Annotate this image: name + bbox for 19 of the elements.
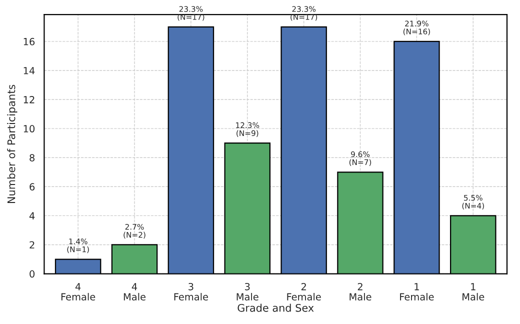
x-tick-label: 3 Female (174, 282, 208, 300)
y-tick-label: 16 (24, 38, 35, 46)
x-tick-label: 1 Female (400, 283, 434, 300)
y-tick-label: 6 (30, 183, 35, 190)
x-tick-label: 3 Male (236, 282, 258, 300)
x-tick-label: 4 Male (124, 283, 146, 300)
y-tick-label: 2 (30, 241, 34, 248)
x-tick-label: 2 Male (350, 282, 372, 300)
y-tick-label: 8 (30, 154, 35, 162)
y-tick-label: 4 (29, 212, 35, 220)
x-tick-label: 1 Male (462, 283, 484, 300)
x-axis-title: Grade and Sex (238, 304, 314, 312)
y-tick-label: 12 (24, 96, 34, 104)
y-tick-label: 14 (24, 67, 35, 74)
y-tick-label: 0 (30, 270, 35, 278)
y-axis-title: Number of Participants (7, 84, 18, 204)
y-tick-label: 10 (24, 125, 35, 132)
x-tick-label: 2 Female (287, 282, 321, 300)
x-tick-label: 4 Female (61, 283, 96, 300)
